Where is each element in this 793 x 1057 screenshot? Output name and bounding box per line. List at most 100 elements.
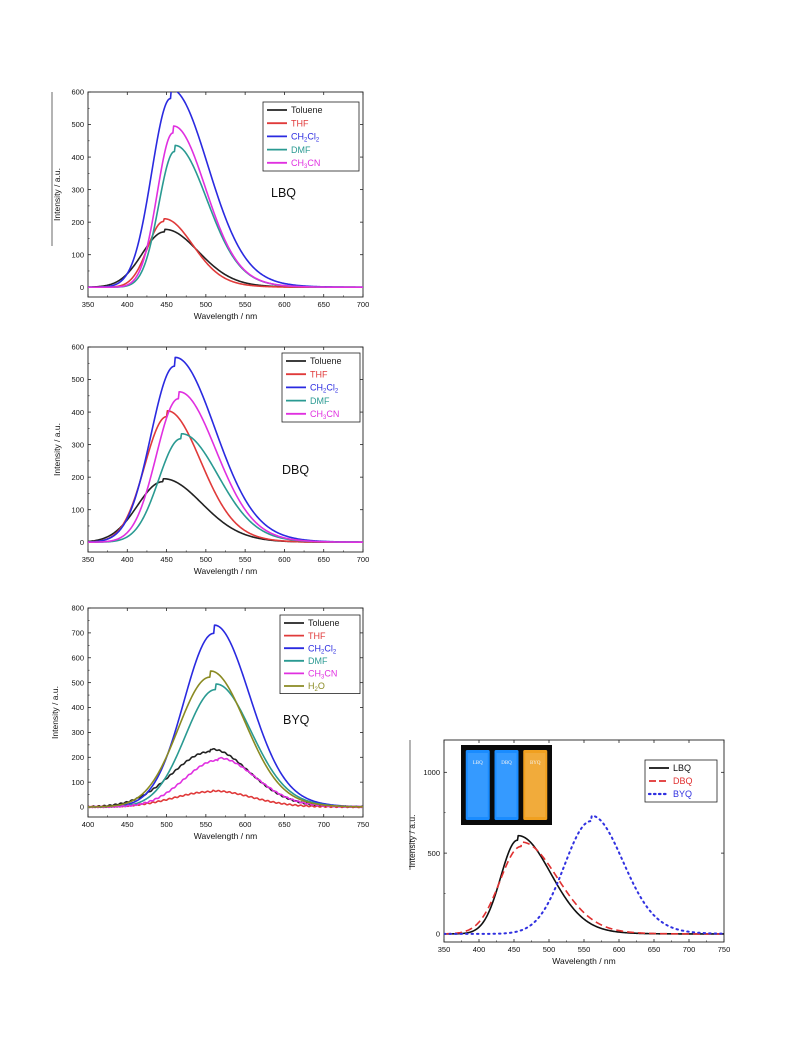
legend-label-part: H bbox=[308, 681, 315, 691]
legend-box bbox=[279, 614, 361, 694]
x-tick-label: 650 bbox=[317, 300, 330, 309]
series-line-ch3cn bbox=[88, 391, 363, 544]
cuvette-glow bbox=[467, 753, 488, 817]
y-tick-label: 0 bbox=[80, 803, 84, 812]
y-axis-label: Intensity / a.u. bbox=[50, 686, 60, 739]
legend-label: CH2Cl2 bbox=[308, 643, 337, 655]
chart-dbq: 350 400 450 500 550 600 650 700 0 100 200 300 400 500… bbox=[52, 343, 369, 576]
legend-label-part: BYQ bbox=[673, 789, 692, 799]
x-tick-label: 450 bbox=[121, 820, 134, 829]
x-tick-label: 550 bbox=[200, 820, 213, 829]
legend-label: Toluene bbox=[308, 618, 340, 628]
cuvette-label: BYQ bbox=[530, 761, 541, 766]
series-line-byq bbox=[444, 814, 724, 935]
legend-label: LBQ bbox=[673, 763, 691, 773]
legend-label-part: CH bbox=[310, 409, 323, 419]
legend-label-part: CN bbox=[326, 409, 339, 419]
x-axis-label: Wavelength / nm bbox=[194, 311, 257, 321]
cuvette-label: DBQ bbox=[501, 761, 512, 766]
chart-comparison: 350 400 450 500 550 600 650 700 750 0 500 1000 Wavel… bbox=[407, 739, 731, 966]
legend-label-part: Cl bbox=[326, 383, 335, 393]
x-tick-label: 500 bbox=[160, 820, 173, 829]
legend-label-part: Toluene bbox=[308, 618, 340, 628]
legend-label: BYQ bbox=[673, 789, 692, 799]
y-tick-label: 300 bbox=[71, 440, 84, 449]
y-tick-label: 500 bbox=[71, 120, 84, 129]
y-tick-label: 500 bbox=[427, 849, 440, 858]
x-tick-label: 450 bbox=[160, 300, 173, 309]
legend-label-part: CN bbox=[307, 158, 320, 168]
y-tick-label: 600 bbox=[71, 653, 84, 662]
chart-annotation: DBQ bbox=[282, 463, 309, 477]
y-tick-label: 0 bbox=[80, 283, 84, 292]
legend-label-part: DMF bbox=[310, 396, 330, 406]
legend-label-part: CH bbox=[308, 643, 321, 653]
legend-label: CH3CN bbox=[308, 669, 337, 681]
y-tick-label: 0 bbox=[80, 538, 84, 547]
legend-label-part: THF bbox=[308, 631, 326, 641]
legend-label: CH2Cl2 bbox=[291, 132, 320, 144]
y-tick-label: 1000 bbox=[423, 768, 440, 777]
cuvette-glow bbox=[525, 753, 546, 817]
legend-label-part: CH bbox=[308, 669, 321, 679]
legend-label-part: 2 bbox=[316, 138, 320, 144]
y-tick-label: 200 bbox=[71, 473, 84, 482]
y-tick-label: 200 bbox=[71, 753, 84, 762]
x-tick-label: 350 bbox=[82, 555, 95, 564]
legend-label: DMF bbox=[308, 656, 328, 666]
legend-label: Toluene bbox=[291, 105, 323, 115]
y-tick-label: 800 bbox=[71, 604, 84, 613]
x-tick-label: 750 bbox=[718, 945, 731, 954]
y-axis-label: Intensity / a.u. bbox=[407, 815, 417, 868]
x-tick-label: 550 bbox=[239, 300, 252, 309]
legend-label-part: CH bbox=[291, 132, 304, 142]
x-tick-label: 750 bbox=[357, 820, 370, 829]
chart-annotation: LBQ bbox=[271, 186, 296, 200]
x-tick-label: 650 bbox=[317, 555, 330, 564]
x-tick-label: 650 bbox=[278, 820, 291, 829]
y-tick-label: 0 bbox=[436, 930, 440, 939]
series-line-dbq bbox=[444, 841, 724, 935]
legend-label: THF bbox=[310, 369, 328, 379]
y-tick-label: 100 bbox=[71, 505, 84, 514]
x-axis-label: Wavelength / nm bbox=[194, 566, 257, 576]
x-tick-label: 700 bbox=[683, 945, 696, 954]
x-tick-label: 700 bbox=[357, 300, 370, 309]
chart-annotation: BYQ bbox=[283, 713, 310, 727]
y-tick-label: 400 bbox=[71, 703, 84, 712]
series-line-ch3cn bbox=[88, 125, 363, 289]
series-line-ch2cl2 bbox=[88, 624, 363, 808]
cuvette bbox=[523, 750, 548, 820]
legend-label-part: CH bbox=[310, 383, 323, 393]
x-tick-label: 400 bbox=[473, 945, 486, 954]
legend-label: DBQ bbox=[673, 776, 693, 786]
y-tick-label: 400 bbox=[71, 153, 84, 162]
legend-label: CH2Cl2 bbox=[310, 383, 339, 395]
y-tick-label: 300 bbox=[71, 728, 84, 737]
y-tick-label: 300 bbox=[71, 185, 84, 194]
legend-label-part: 3 bbox=[321, 675, 325, 681]
series-line-h2o bbox=[88, 670, 363, 808]
legend-label-part: 2 bbox=[323, 389, 327, 395]
x-tick-label: 700 bbox=[317, 820, 330, 829]
x-axis-label: Wavelength / nm bbox=[552, 956, 615, 966]
cuvette-label: LBQ bbox=[473, 761, 483, 766]
x-tick-label: 550 bbox=[578, 945, 591, 954]
y-tick-label: 100 bbox=[71, 778, 84, 787]
legend-label-part: 2 bbox=[315, 687, 319, 693]
x-tick-label: 450 bbox=[160, 555, 173, 564]
x-tick-label: 400 bbox=[82, 820, 95, 829]
cuvette bbox=[465, 750, 490, 820]
x-tick-label: 500 bbox=[200, 300, 213, 309]
legend-label: DMF bbox=[310, 396, 330, 406]
x-tick-label: 500 bbox=[200, 555, 213, 564]
y-tick-label: 100 bbox=[71, 250, 84, 259]
x-tick-label: 600 bbox=[613, 945, 626, 954]
x-tick-label: 600 bbox=[278, 555, 291, 564]
legend-label-part: CN bbox=[324, 669, 337, 679]
y-tick-label: 500 bbox=[71, 678, 84, 687]
y-axis-label: Intensity / a.u. bbox=[52, 423, 62, 476]
y-tick-label: 400 bbox=[71, 408, 84, 417]
